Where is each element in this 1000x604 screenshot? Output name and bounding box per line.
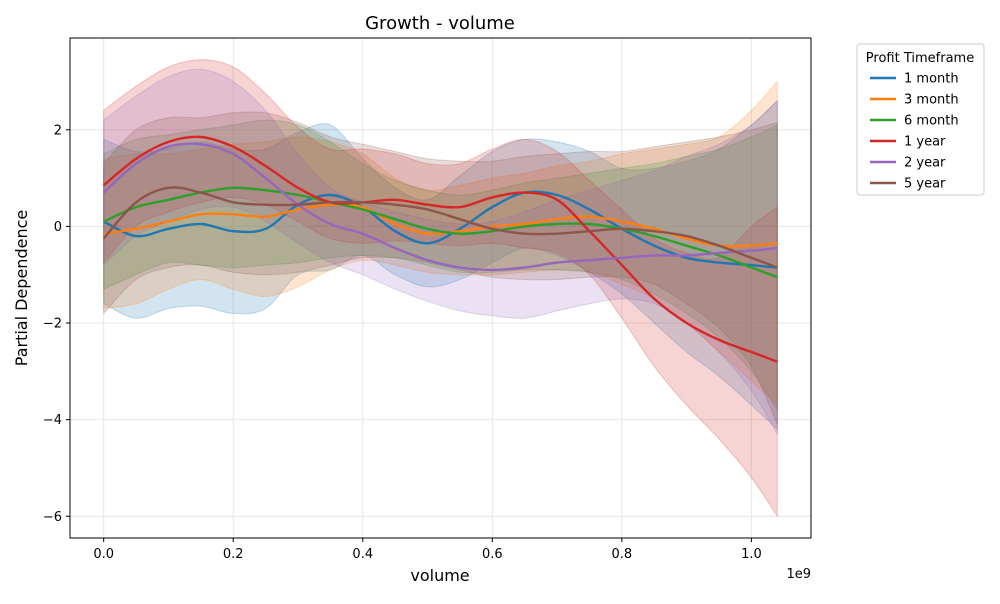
confidence-band — [103, 68, 778, 436]
y-axis-label: Partial Dependence — [12, 210, 31, 366]
series-lines — [102, 135, 778, 363]
legend-title: Profit Timeframe — [866, 51, 974, 66]
x-axis-offset-label: 1e9 — [786, 567, 811, 582]
y-axis-ticks: −6 −4 −2 0 2 — [43, 123, 70, 525]
series-line — [102, 135, 778, 363]
legend-label: 6 month — [904, 114, 959, 129]
plot-frame — [69, 37, 812, 539]
legend-label: 1 month — [904, 72, 959, 87]
legend-box — [856, 43, 985, 196]
y-tick-label: −6 — [43, 510, 62, 525]
x-tick-label: 0.2 — [223, 547, 244, 562]
x-tick-label: 0.4 — [352, 547, 373, 562]
y-tick-label: −4 — [43, 413, 62, 428]
y-tick-label: 2 — [54, 123, 62, 138]
series-line — [102, 186, 778, 269]
legend-label: 2 year — [904, 156, 946, 171]
legend-label: 5 year — [904, 177, 946, 192]
legend-label: 3 month — [904, 93, 959, 108]
series-line — [102, 142, 778, 272]
x-tick-label: 0.6 — [482, 547, 503, 562]
x-axis-label: volume — [410, 566, 469, 585]
x-tick-label: 0.0 — [93, 547, 114, 562]
plot-grid — [70, 38, 811, 538]
confidence-bands — [103, 59, 778, 518]
confidence-band — [103, 119, 778, 412]
series-line — [103, 186, 778, 279]
legend-entries: 1 month 3 month 6 month 1 year 2 year 5 year — [870, 72, 959, 192]
x-axis-ticks: 0.0 0.2 0.4 0.6 0.8 1.0 — [93, 538, 762, 562]
chart-title: Growth - volume — [365, 13, 515, 34]
confidence-band — [103, 80, 778, 407]
y-tick-label: 0 — [54, 220, 62, 235]
series-line — [103, 190, 778, 269]
x-tick-label: 1.0 — [741, 547, 762, 562]
x-tick-label: 0.8 — [612, 547, 633, 562]
legend-label: 1 year — [904, 135, 946, 150]
confidence-band — [103, 59, 778, 518]
y-tick-label: −2 — [43, 317, 62, 332]
